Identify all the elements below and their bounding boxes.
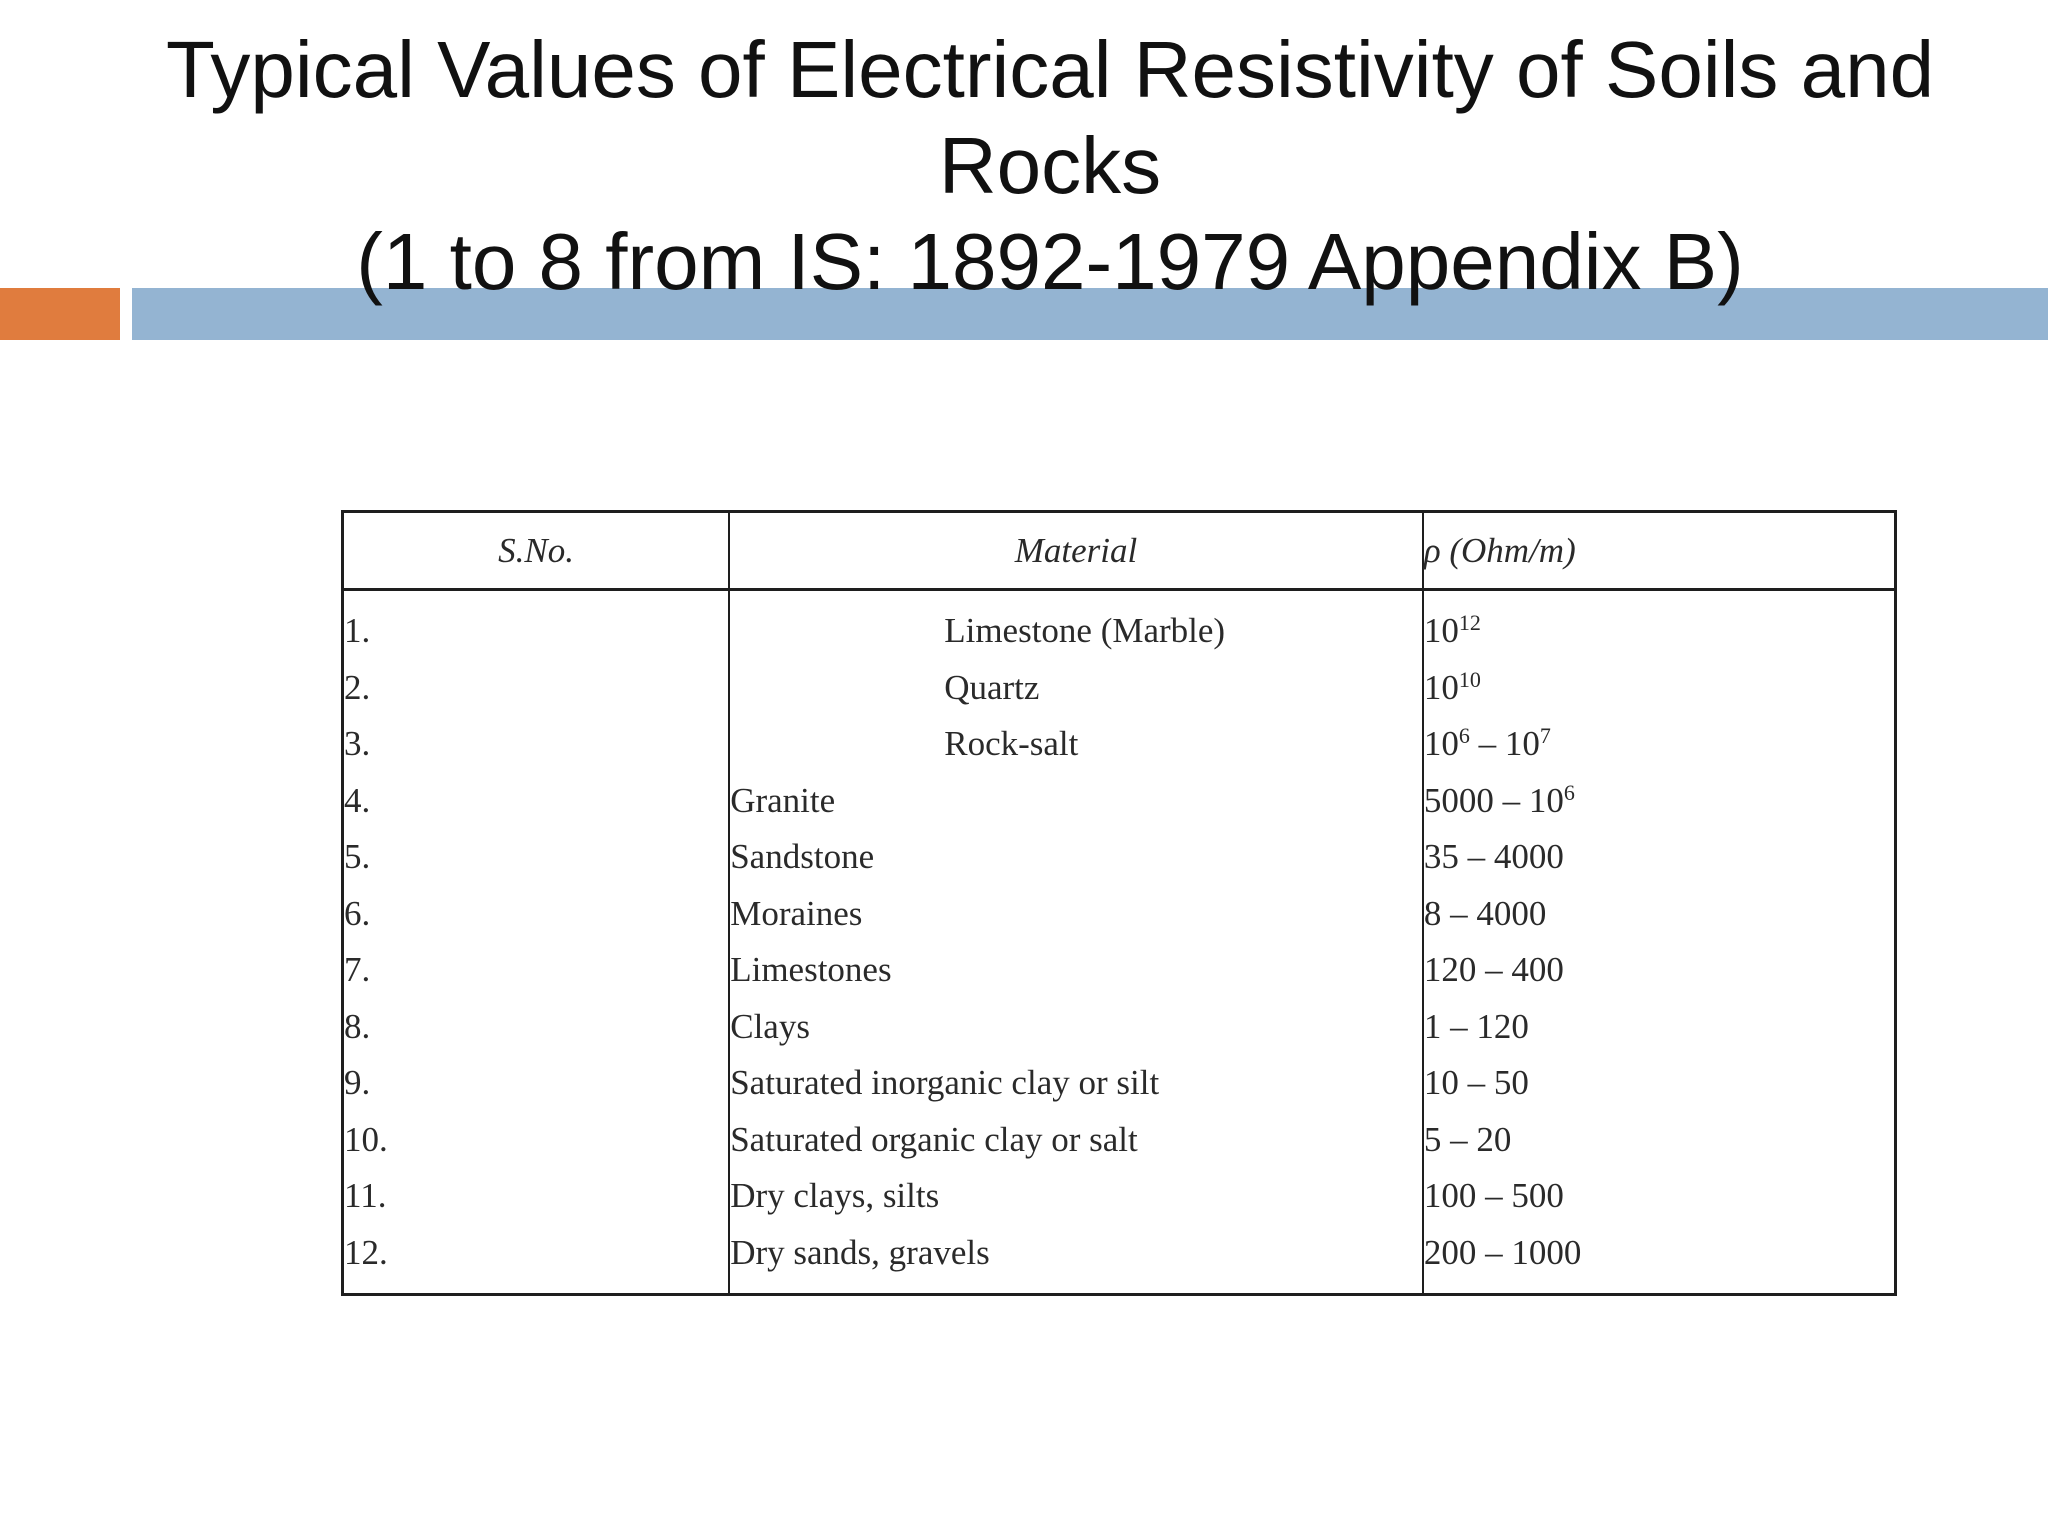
accent-bar-blue [132,288,2048,340]
table-row: 4. Granite 5000 – 106 [341,772,1897,829]
row-sno: 6. [341,885,731,942]
row-material: Moraines [728,885,1424,942]
row-sno: 4. [341,772,731,829]
row-sno: 8. [341,998,731,1055]
row-material: Granite [728,772,1424,829]
row-sno: 10. [341,1111,731,1168]
row-resistivity: 8 – 4000 [1421,885,1897,942]
row-material: Dry clays, silts [728,1168,1424,1225]
row-material: Limestone (Marble) [728,589,1424,660]
table-row: 2. Quartz 1010 [341,659,1897,716]
title-line-1: Typical Values of Electrical Resistivity… [165,25,1935,114]
row-sno: 5. [341,829,731,886]
table-row: 12. Dry sands, gravels 200 – 1000 [341,1224,1897,1295]
title-line-2: Rocks [938,121,1162,210]
row-resistivity: 120 – 400 [1421,942,1897,999]
row-resistivity: 1010 [1421,659,1897,716]
header-material: Material [728,511,1424,591]
row-resistivity: 1 – 120 [1421,998,1897,1055]
table-row: 9. Saturated inorganic clay or silt 10 –… [341,1055,1897,1112]
row-resistivity: 1012 [1421,589,1897,660]
table-row: 10. Saturated organic clay or salt 5 – 2… [341,1111,1897,1168]
row-sno: 1. [341,589,731,660]
title-line-3: (1 to 8 from IS: 1892-1979 Appendix B) [356,217,1744,306]
table-row: 6. Moraines 8 – 4000 [341,885,1897,942]
row-resistivity: 35 – 4000 [1421,829,1897,886]
row-material: Rock-salt [728,716,1424,773]
header-resistivity: ρ (Ohm/m) [1421,511,1897,591]
table-row: 7. Limestones 120 – 400 [341,942,1897,999]
row-resistivity: 100 – 500 [1421,1168,1897,1225]
row-sno: 9. [341,1055,731,1112]
row-material: Sandstone [728,829,1424,886]
resistivity-table: S.No. Material ρ (Ohm/m) 1. Limestone (M… [341,510,1897,1296]
row-sno: 12. [341,1224,731,1295]
row-resistivity: 200 – 1000 [1421,1224,1897,1295]
table-row: 5. Sandstone 35 – 4000 [341,829,1897,886]
table-row: 3. Rock-salt 106 – 107 [341,716,1897,773]
row-resistivity: 5 – 20 [1421,1111,1897,1168]
accent-bar-orange [0,288,120,340]
row-resistivity: 5000 – 106 [1421,772,1897,829]
table-row: 11. Dry clays, silts 100 – 500 [341,1168,1897,1225]
row-sno: 3. [341,716,731,773]
row-resistivity: 106 – 107 [1421,716,1897,773]
table-row: 8. Clays 1 – 120 [341,998,1897,1055]
row-sno: 2. [341,659,731,716]
header-sno: S.No. [341,511,731,591]
row-material: Dry sands, gravels [728,1224,1424,1295]
slide-title: Typical Values of Electrical Resistivity… [0,22,2048,310]
row-sno: 7. [341,942,731,999]
row-material: Saturated organic clay or salt [728,1111,1424,1168]
row-sno: 11. [341,1168,731,1225]
row-material: Saturated inorganic clay or silt [728,1055,1424,1112]
row-material: Quartz [728,659,1424,716]
table-row: 1. Limestone (Marble) 1012 [341,589,1897,660]
row-resistivity: 10 – 50 [1421,1055,1897,1112]
row-material: Limestones [728,942,1424,999]
row-material: Clays [728,998,1424,1055]
table-header-row: S.No. Material ρ (Ohm/m) [341,511,1897,591]
